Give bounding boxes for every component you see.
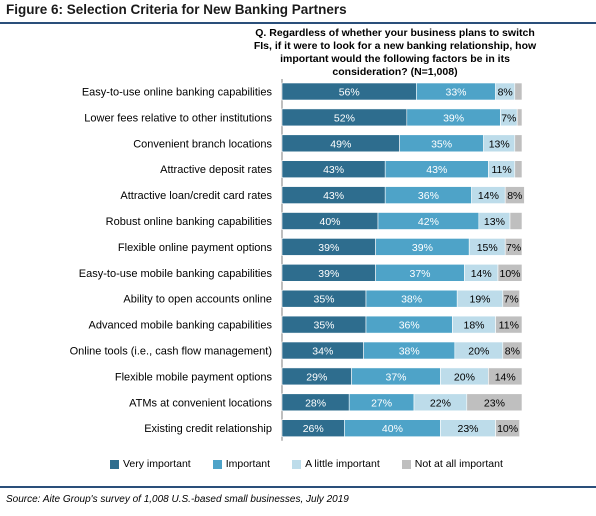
data-label: 27%: [371, 397, 392, 409]
category-label: Lower fees relative to other institution…: [84, 112, 272, 124]
legend-item: Important: [212, 458, 271, 470]
category-label: Convenient branch locations: [133, 138, 272, 150]
legend-label: A little important: [305, 458, 380, 470]
category-label: Flexible online payment options: [118, 242, 273, 254]
data-label: 34%: [312, 346, 333, 358]
chart-legend: Very important Important A little importan…: [110, 458, 530, 470]
bar-segment: [516, 108, 523, 127]
data-label: 13%: [484, 216, 505, 228]
data-label: 23%: [457, 423, 478, 435]
data-label: 23%: [484, 397, 505, 409]
legend-label: Very important: [123, 458, 191, 470]
data-label: 38%: [401, 294, 422, 306]
bar-segment: [488, 367, 523, 386]
category-label: Easy-to-use mobile banking capabilities: [79, 268, 273, 280]
data-label: 49%: [330, 138, 351, 150]
data-label: 39%: [318, 268, 339, 280]
data-label: 36%: [418, 190, 439, 202]
bar-segment: [502, 341, 523, 360]
data-label: 40%: [319, 216, 340, 228]
data-label: 19%: [469, 294, 490, 306]
legend-swatch: [292, 459, 302, 469]
data-label: 43%: [426, 164, 447, 176]
figure-title: Figure 6: Selection Criteria for New Ban…: [6, 2, 347, 17]
data-label: 15%: [477, 242, 498, 254]
category-label: ATMs at convenient locations: [129, 397, 272, 409]
data-label: 56%: [339, 87, 360, 99]
data-label: 14%: [495, 371, 516, 383]
bar-segment: [514, 82, 523, 101]
legend-swatch: [212, 459, 222, 469]
data-label: 10%: [497, 423, 518, 435]
data-label: 35%: [313, 294, 334, 306]
category-label: Attractive loan/credit card rates: [120, 190, 272, 202]
data-label: 28%: [305, 397, 326, 409]
data-label: 11%: [491, 164, 511, 176]
bar-segment: [495, 419, 520, 438]
data-label: 7%: [504, 294, 519, 306]
data-label: 43%: [323, 190, 344, 202]
data-label: 13%: [489, 138, 510, 150]
data-label: 42%: [418, 216, 439, 228]
legend-item: Not at all important: [401, 458, 503, 470]
bar-segment: [466, 393, 523, 412]
data-label: 37%: [409, 268, 430, 280]
bar-segment: [514, 160, 523, 178]
legend-item: A little important: [292, 458, 380, 470]
data-label: 20%: [454, 371, 475, 383]
data-label: 33%: [445, 87, 466, 99]
data-label: 39%: [412, 242, 433, 254]
data-label: 38%: [399, 346, 420, 358]
category-label: Attractive deposit rates: [160, 164, 272, 176]
category-label: Online tools (i.e., cash flow management…: [70, 346, 272, 358]
category-label: Ability to open accounts online: [123, 294, 272, 306]
top-rule: [0, 22, 596, 24]
data-label: 20%: [468, 346, 489, 358]
data-label: 14%: [478, 190, 499, 202]
bar-segment: [502, 289, 520, 308]
data-label: 10%: [499, 268, 520, 280]
bar-segment: [504, 238, 523, 256]
data-label: 11%: [499, 320, 519, 332]
data-label: 18%: [463, 320, 484, 332]
category-label: Easy-to-use online banking capabilities: [82, 87, 273, 99]
data-label: 8%: [507, 190, 522, 202]
bar-segment: [509, 212, 523, 230]
bar-segment: [504, 186, 525, 204]
source-note: Source: Aite Group's survey of 1,008 U.S…: [6, 494, 349, 505]
data-label: 37%: [385, 371, 406, 383]
data-label: 7%: [506, 242, 521, 254]
category-label: Robust online banking capabilities: [106, 216, 273, 228]
data-label: 39%: [443, 112, 464, 124]
data-label: 43%: [323, 164, 344, 176]
data-label: 26%: [303, 423, 324, 435]
legend-swatch: [401, 459, 411, 469]
data-label: 52%: [334, 112, 355, 124]
data-label: 22%: [430, 397, 451, 409]
data-label: 14%: [471, 268, 492, 280]
bottom-rule: [0, 486, 596, 488]
category-label: Existing credit relationship: [144, 423, 272, 435]
bar-segment: [514, 134, 523, 153]
category-label: Flexible mobile payment options: [115, 371, 273, 383]
legend-item: Very important: [110, 458, 191, 470]
legend-label: Important: [225, 458, 271, 470]
data-label: 36%: [399, 320, 420, 332]
data-label: 29%: [306, 371, 327, 383]
data-label: 35%: [313, 320, 334, 332]
category-label: Advanced mobile banking capabilities: [89, 320, 273, 332]
data-label: 39%: [318, 242, 339, 254]
bar-segment: [497, 263, 523, 282]
data-label: 8%: [505, 346, 520, 358]
stacked-bar-chart: Easy-to-use online banking capabilities 5…: [70, 79, 525, 441]
data-label: 40%: [382, 423, 403, 435]
legend-swatch: [110, 459, 119, 469]
data-label: 35%: [431, 138, 452, 150]
legend-label: Not at all important: [414, 458, 503, 470]
bar-segment: [495, 315, 523, 334]
data-label: 8%: [498, 87, 513, 99]
survey-question: Q. Regardless of whether your business p…: [253, 27, 537, 78]
data-label: 7%: [501, 112, 516, 124]
